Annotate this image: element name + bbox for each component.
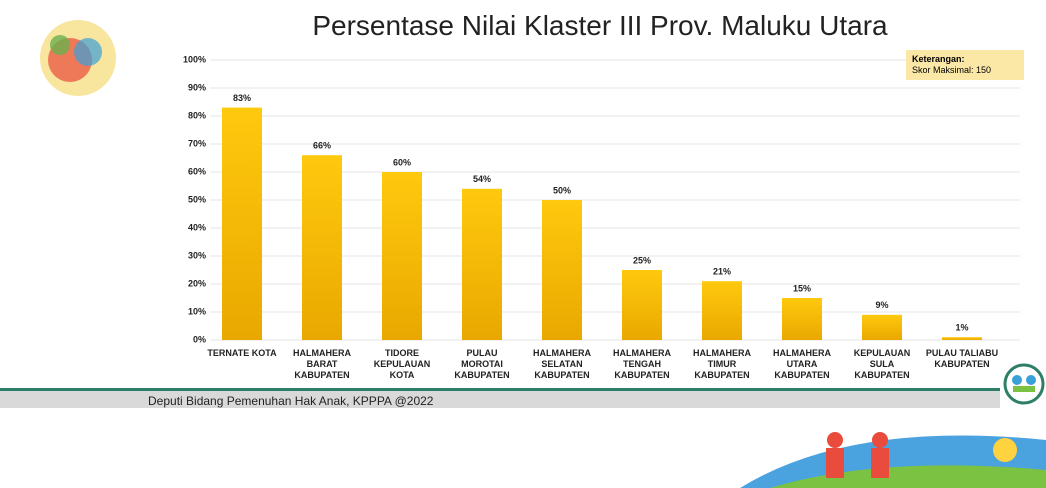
corner-logo xyxy=(1003,363,1045,405)
bar xyxy=(542,200,582,340)
y-tick-label: 80% xyxy=(188,110,206,120)
data-label: 1% xyxy=(955,323,968,333)
legend-box: Keterangan: Skor Maksimal: 150 xyxy=(906,50,1024,80)
y-tick-label: 100% xyxy=(183,54,206,64)
bar xyxy=(942,337,982,340)
y-tick-label: 50% xyxy=(188,194,206,204)
x-tick-label: KEPULAUAN SULA KABUPATEN xyxy=(853,348,911,380)
x-tick-label: PULAU MOROTAI KABUPATEN xyxy=(454,348,510,380)
bar xyxy=(622,270,662,340)
y-tick-label: 90% xyxy=(188,82,206,92)
data-label: 9% xyxy=(875,300,888,310)
data-label: 15% xyxy=(793,283,811,293)
x-tick-label: HALMAHERA BARAT KABUPATEN xyxy=(293,348,351,380)
x-tick-label: TERNATE KOTA xyxy=(207,348,277,358)
annotation: Skor Maksimal: 150 xyxy=(912,65,992,75)
bar xyxy=(302,155,342,340)
bar xyxy=(222,107,262,340)
x-tick-label: HALMAHERA TENGAH KABUPATEN xyxy=(613,348,671,380)
logo xyxy=(40,20,116,96)
bar xyxy=(782,298,822,340)
y-tick-label: 70% xyxy=(188,138,206,148)
annotation: Keterangan: xyxy=(912,54,965,64)
bar xyxy=(382,172,422,340)
y-tick-label: 40% xyxy=(188,222,206,232)
data-label: 83% xyxy=(233,93,251,103)
x-tick-label: HALMAHERA UTARA KABUPATEN xyxy=(773,348,831,380)
y-tick-label: 0% xyxy=(193,334,206,344)
y-tick-label: 30% xyxy=(188,250,206,260)
chart-title: Persentase Nilai Klaster III Prov. Maluk… xyxy=(312,10,888,41)
data-label: 54% xyxy=(473,174,491,184)
x-tick-label: HALMAHERA TIMUR KABUPATEN xyxy=(693,348,751,380)
bar xyxy=(702,281,742,340)
data-label: 60% xyxy=(393,157,411,167)
bar xyxy=(462,188,502,340)
data-label: 25% xyxy=(633,255,651,265)
y-tick-label: 20% xyxy=(188,278,206,288)
data-label: 66% xyxy=(313,141,331,151)
x-tick-label: PULAU TALIABU KABUPATEN xyxy=(925,348,999,369)
bottom-illustration xyxy=(740,432,1046,488)
y-tick-label: 60% xyxy=(188,166,206,176)
x-tick-label: HALMAHERA SELATAN KABUPATEN xyxy=(533,348,591,380)
y-tick-label: 10% xyxy=(188,306,206,316)
data-label: 50% xyxy=(553,185,571,195)
bar xyxy=(862,314,902,340)
data-label: 21% xyxy=(713,267,731,277)
x-tick-label: TIDORE KEPULAUAN KOTA xyxy=(373,348,431,380)
footer: Deputi Bidang Pemenuhan Hak Anak, KPPPA … xyxy=(0,388,1000,408)
